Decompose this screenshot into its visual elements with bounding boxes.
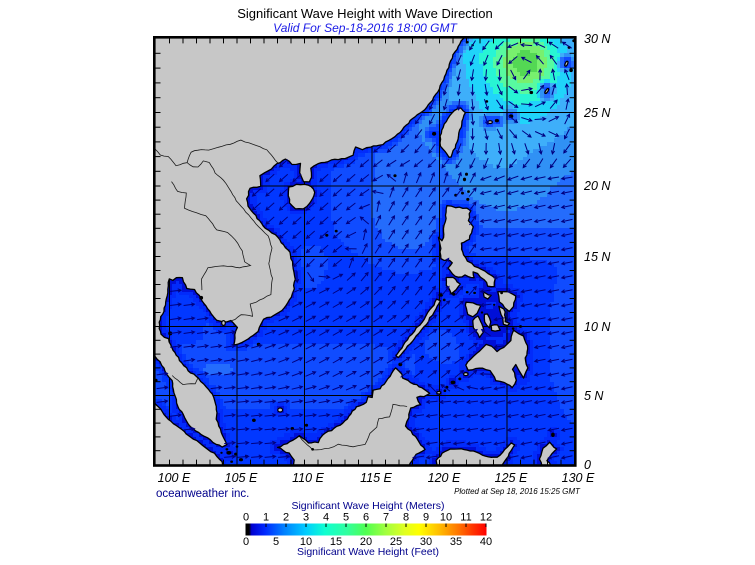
svg-text:5: 5 xyxy=(273,536,279,548)
svg-text:100 E: 100 E xyxy=(158,471,191,485)
svg-text:8: 8 xyxy=(403,512,409,524)
svg-text:12: 12 xyxy=(480,512,492,524)
svg-text:110 E: 110 E xyxy=(292,471,324,485)
svg-text:15: 15 xyxy=(330,536,342,548)
svg-text:4: 4 xyxy=(323,512,329,524)
svg-text:120 E: 120 E xyxy=(428,471,461,485)
svg-text:Significant Wave Height (Meter: Significant Wave Height (Meters) xyxy=(291,500,444,512)
svg-text:5: 5 xyxy=(343,512,349,524)
svg-text:Significant Wave Height (Feet): Significant Wave Height (Feet) xyxy=(297,546,439,558)
svg-text:9: 9 xyxy=(423,512,429,524)
svg-text:5 N: 5 N xyxy=(584,389,604,403)
svg-text:10 N: 10 N xyxy=(584,320,611,334)
svg-text:7: 7 xyxy=(383,512,389,524)
svg-text:6: 6 xyxy=(363,512,369,524)
svg-text:30 N: 30 N xyxy=(584,32,611,46)
svg-text:oceanweather inc.: oceanweather inc. xyxy=(156,488,249,500)
svg-text:40: 40 xyxy=(480,536,492,548)
svg-text:3: 3 xyxy=(303,512,309,524)
svg-text:2: 2 xyxy=(283,512,289,524)
svg-text:30: 30 xyxy=(420,536,432,548)
svg-text:20 N: 20 N xyxy=(583,179,611,193)
svg-text:10: 10 xyxy=(300,536,312,548)
svg-text:0: 0 xyxy=(584,458,591,472)
svg-text:35: 35 xyxy=(450,536,462,548)
svg-text:130 E: 130 E xyxy=(562,471,595,485)
svg-text:115 E: 115 E xyxy=(360,471,392,485)
svg-text:Plotted at Sep 18, 2016 15:25: Plotted at Sep 18, 2016 15:25 GMT xyxy=(454,487,581,496)
svg-text:0: 0 xyxy=(243,536,249,548)
svg-text:10: 10 xyxy=(440,512,452,524)
svg-text:1: 1 xyxy=(263,512,269,524)
svg-text:125 E: 125 E xyxy=(495,471,528,485)
svg-text:20: 20 xyxy=(360,536,372,548)
svg-text:Valid For Sep-18-2016 18:00 GM: Valid For Sep-18-2016 18:00 GMT xyxy=(273,21,458,35)
svg-text:25: 25 xyxy=(390,536,402,548)
svg-text:0: 0 xyxy=(243,512,249,524)
svg-text:105 E: 105 E xyxy=(225,471,258,485)
svg-text:15 N: 15 N xyxy=(584,250,611,264)
svg-text:11: 11 xyxy=(460,512,471,524)
svg-text:Significant Wave Height with W: Significant Wave Height with Wave Direct… xyxy=(237,6,493,21)
svg-text:25 N: 25 N xyxy=(583,106,611,120)
